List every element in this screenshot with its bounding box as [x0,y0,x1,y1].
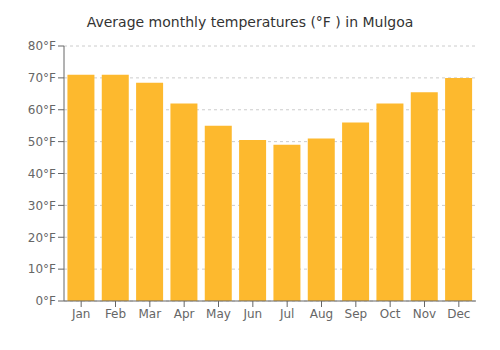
svg-text:Mar: Mar [139,307,162,321]
svg-text:Apr: Apr [174,307,195,321]
svg-text:70°F: 70°F [28,71,56,85]
svg-text:50°F: 50°F [28,135,56,149]
svg-text:60°F: 60°F [28,103,56,117]
svg-text:30°F: 30°F [28,199,56,213]
svg-text:80°F: 80°F [28,39,56,53]
svg-text:May: May [206,307,231,321]
svg-text:Dec: Dec [447,307,470,321]
svg-text:40°F: 40°F [28,167,56,181]
svg-text:20°F: 20°F [28,231,56,245]
svg-text:Aug: Aug [310,307,333,321]
svg-text:Jan: Jan [71,307,91,321]
svg-text:Jun: Jun [242,307,262,321]
svg-text:Nov: Nov [413,307,436,321]
svg-text:0°F: 0°F [35,294,56,308]
svg-text:Sep: Sep [345,307,368,321]
svg-text:Feb: Feb [105,307,126,321]
html-text:Average monthly temperatures (: Average monthly temperatures (°F ) in Mu… [86,14,414,30]
svg-text:Oct: Oct [380,307,401,321]
svg-text:10°F: 10°F [28,262,56,276]
svg-text:Jul: Jul [279,307,294,321]
